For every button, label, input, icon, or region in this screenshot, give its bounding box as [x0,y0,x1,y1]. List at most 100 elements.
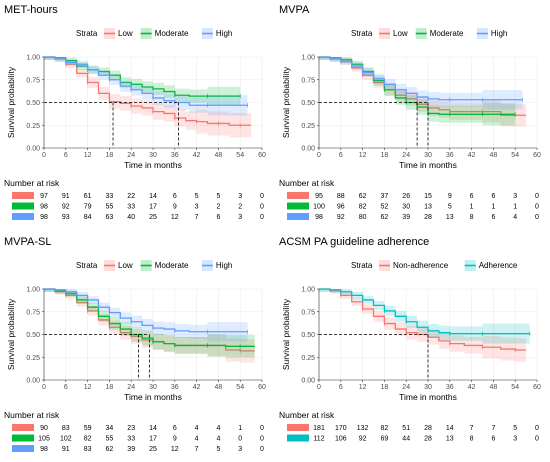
x-tick-label: 6 [64,152,68,159]
risk-cell: 13 [446,214,454,221]
x-tick-label: 36 [171,384,179,391]
x-axis-label: Time in months [124,392,182,402]
risk-cell: 0 [238,436,242,443]
risk-cell: 105 [38,436,50,443]
risk-cell: 5 [216,193,220,200]
risk-cell: 40 [127,214,135,221]
confidence-band-low [319,57,527,127]
x-tick-label: 48 [215,384,223,391]
legend: Strata Low Moderate High [351,28,507,39]
y-tick-label: 0.75 [26,77,40,84]
risk-cell: 23 [127,425,135,432]
y-tick-label: 0.50 [26,100,40,107]
risk-cell: 62 [106,446,114,453]
x-tick-label: 18 [381,384,389,391]
risk-cell: 181 [313,425,325,432]
risk-cell: 92 [62,204,70,211]
legend-title: Strata [76,261,98,270]
risk-table-title: Number at risk [279,178,335,188]
y-tick-label: 1.00 [26,55,40,62]
risk-cell: 5 [195,193,199,200]
y-axis-label: Survival probability [6,66,16,138]
risk-cell: 6 [470,193,474,200]
risk-cell: 26 [402,193,410,200]
y-tick-label: 0.75 [301,77,315,84]
risk-cell: 5 [448,204,452,211]
risk-row-key [12,192,34,199]
x-tick-label: 42 [468,152,476,159]
risk-cell: 13 [424,204,432,211]
confidence-band-non-adherence [319,289,527,362]
y-tick-label: 1.00 [301,55,315,62]
risk-cell: 0 [260,204,264,211]
risk-cell: 132 [357,425,369,432]
risk-cell: 55 [106,204,114,211]
legend-title: Strata [351,261,373,270]
risk-row-key [287,213,309,220]
risk-cell: 3 [195,204,199,211]
y-tick-label: 0.25 [301,123,315,130]
x-tick-label: 48 [490,152,498,159]
legend-title: Strata [351,29,373,38]
y-tick-label: 0.75 [26,309,40,316]
x-tick-label: 30 [149,152,157,159]
x-tick-label: 24 [402,152,410,159]
risk-cell: 83 [84,446,92,453]
y-axis-label: Survival probability [6,298,16,370]
risk-row-key [287,202,309,210]
risk-cell: 102 [60,436,72,443]
risk-cell: 14 [149,193,157,200]
risk-cell: 82 [359,204,367,211]
x-tick-label: 48 [490,384,498,391]
x-tick-label: 12 [84,384,92,391]
risk-cell: 83 [62,425,70,432]
risk-cell: 3 [513,193,517,200]
panel-2: MVPA Strata Low Moderate High 0.00 0.25 0.50 0.7… [279,4,541,221]
risk-cell: 93 [62,214,70,221]
risk-cell: 112 [313,436,324,443]
y-tick-label: 0.00 [301,378,315,385]
risk-cell: 0 [260,193,264,200]
y-tick-label: 1.00 [26,287,40,294]
legend-label: Adherence [479,261,518,270]
risk-cell: 14 [446,425,454,432]
risk-cell: 12 [171,446,179,453]
risk-cell: 6 [491,193,495,200]
risk-cell: 28 [424,436,432,443]
x-tick-label: 54 [511,384,519,391]
risk-cell: 98 [315,214,323,221]
risk-cell: 44 [402,436,410,443]
x-tick-label: 36 [446,152,454,159]
survival-curve-moderate [44,56,241,97]
x-tick-label: 24 [127,384,135,391]
risk-cell: 69 [381,436,389,443]
x-tick-label: 54 [511,152,519,159]
legend-label: Low [393,29,408,38]
legend: Strata Low Moderate High [76,260,232,271]
x-tick-label: 24 [402,384,410,391]
y-axis-label: Survival probability [281,66,291,138]
risk-cell: 55 [106,436,114,443]
risk-cell: 6 [491,436,495,443]
risk-cell: 30 [402,204,410,211]
legend-label: Moderate [430,29,464,38]
risk-cell: 0 [535,193,539,200]
risk-cell: 39 [402,214,410,221]
x-axis-label: Time in months [399,392,457,402]
x-tick-label: 60 [533,152,541,159]
legend-label: Moderate [155,29,189,38]
risk-table-title: Number at risk [279,410,335,420]
risk-row-key [12,213,34,220]
y-tick-label: 0.25 [301,355,315,362]
risk-cell: 28 [424,425,432,432]
x-tick-label: 54 [236,152,244,159]
risk-cell: 63 [106,214,114,221]
risk-row-key [12,434,34,442]
risk-row-key [287,434,309,442]
x-tick-label: 0 [42,152,46,159]
survival-curve-high [44,288,248,333]
risk-cell: 7 [491,425,495,432]
risk-cell: 92 [337,214,345,221]
risk-cell: 52 [381,204,389,211]
confidence-band-adherence [319,289,530,344]
